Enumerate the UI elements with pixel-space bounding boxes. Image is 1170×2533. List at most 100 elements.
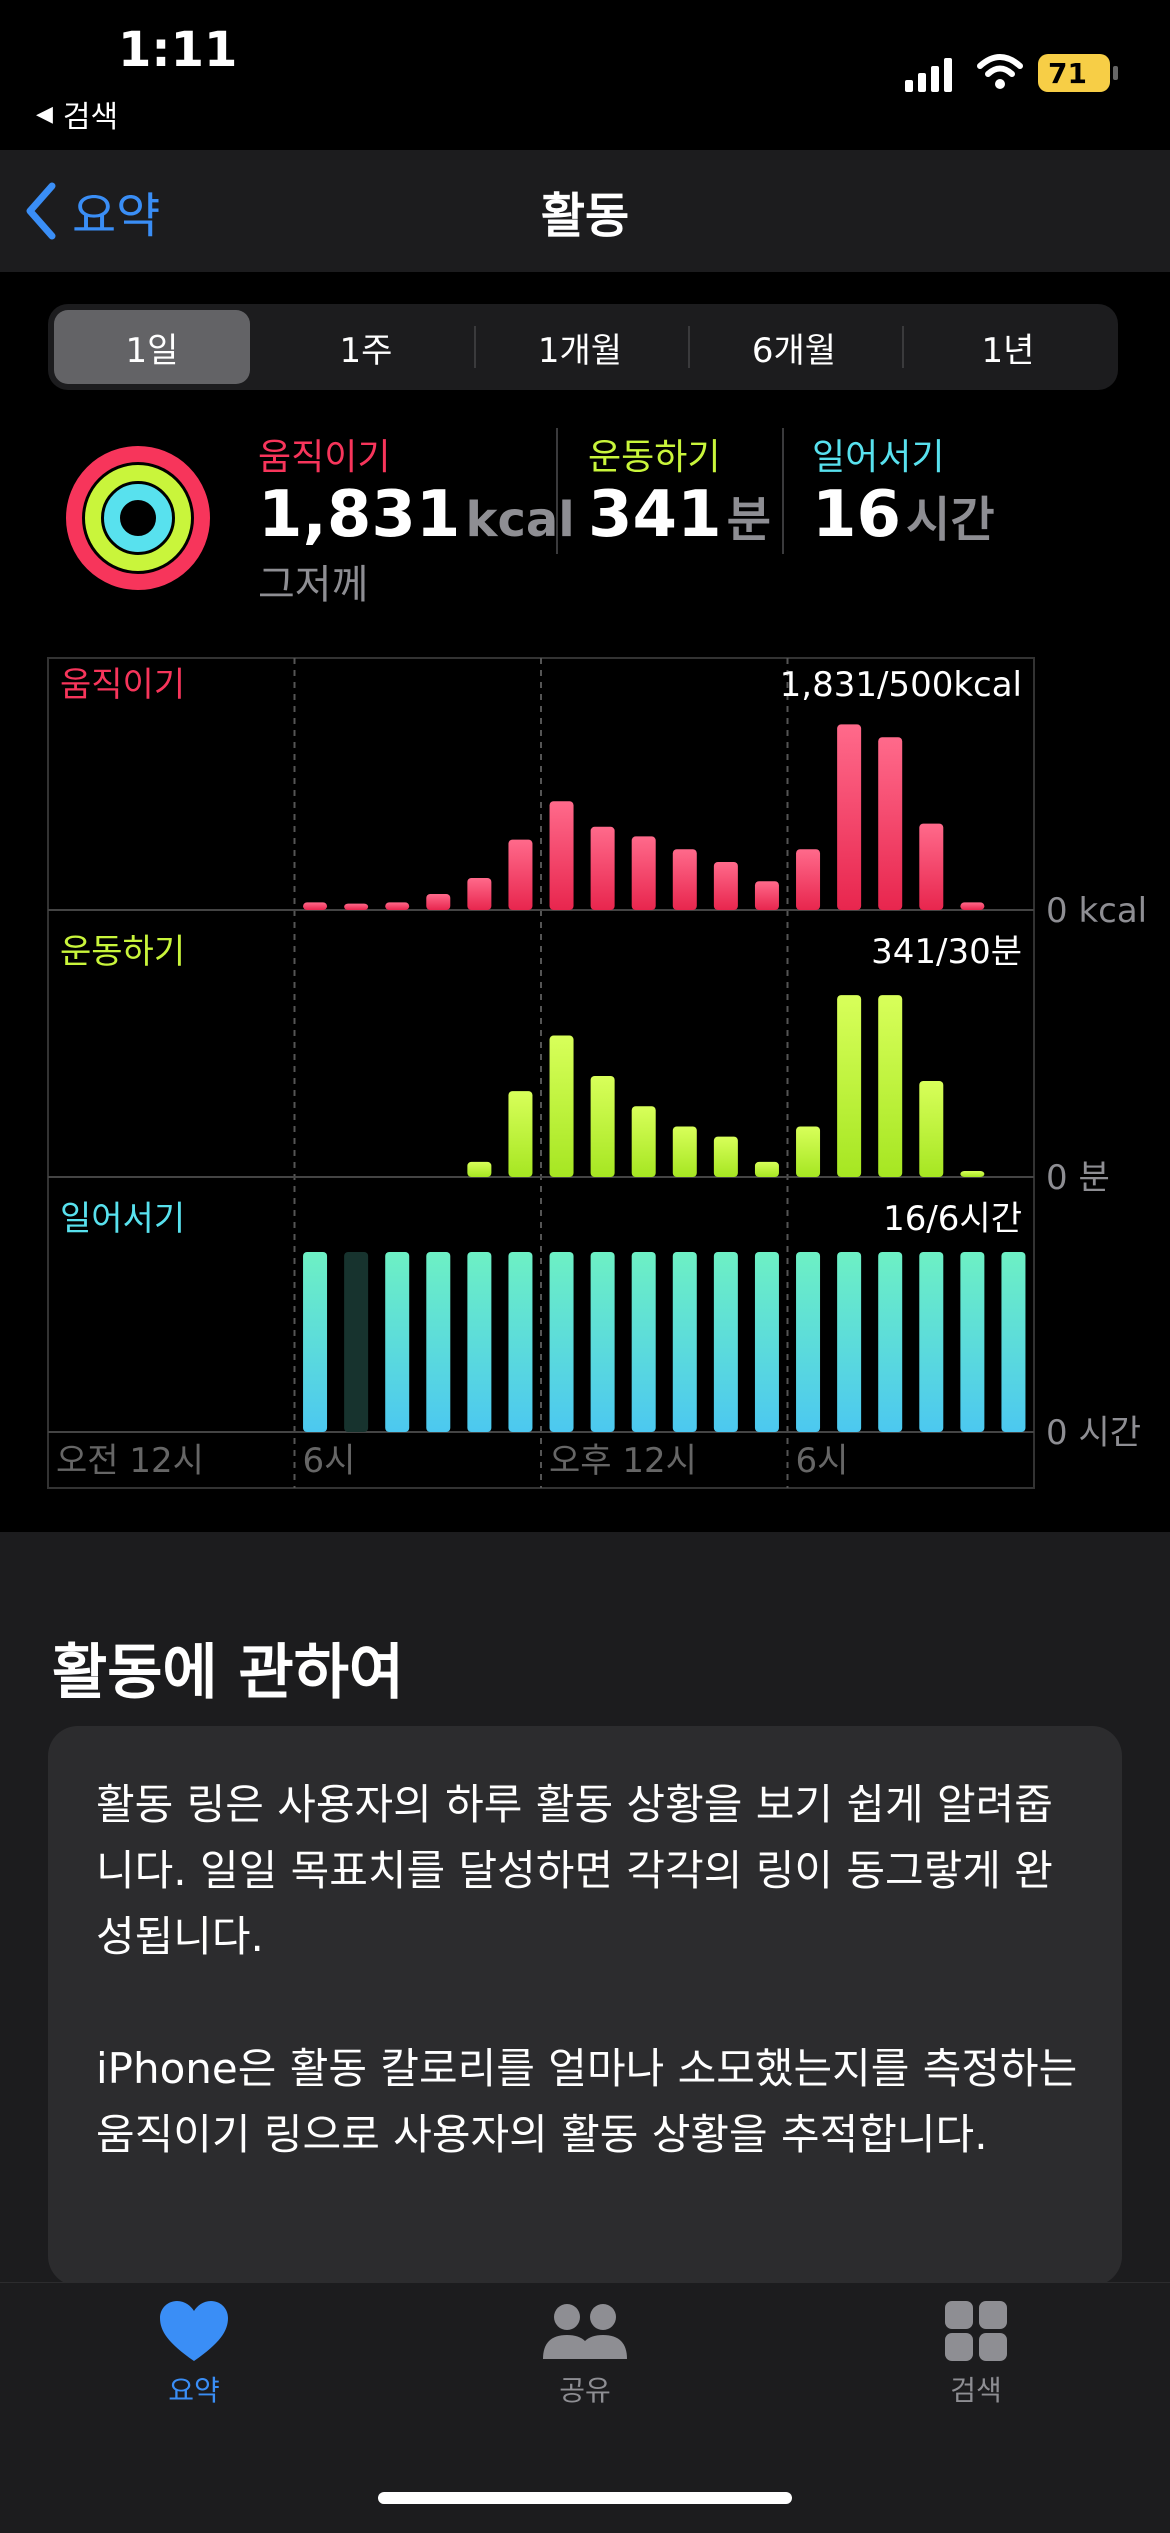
stand-bar-9 (426, 1252, 451, 1432)
exercise-bar-11 (508, 1091, 533, 1177)
stand-bar-18 (796, 1252, 821, 1432)
chart-summary-2: 16/6시간 (883, 1199, 1022, 1239)
exercise-bar-20 (878, 995, 903, 1177)
segment-1-year[interactable]: 1년 (981, 330, 1035, 371)
chart-title-1: 운동하기 (60, 932, 185, 972)
stand-label: 일어서기 (812, 437, 945, 478)
move-bar-13 (590, 826, 615, 910)
chart-baseline-label-0: 0 kcal (1046, 891, 1147, 931)
period-segmented-control: 1일 1주 1개월 6개월 1년 (48, 304, 1118, 390)
back-to-search-label: 검색 (62, 100, 119, 135)
move-bar-11 (508, 839, 533, 910)
move-bar-6 (303, 902, 328, 910)
stand-bar-21 (919, 1252, 944, 1432)
activity-rings-icon (66, 446, 210, 590)
home-indicator (378, 2492, 792, 2504)
stand-value: 16 (812, 478, 902, 552)
back-to-search-link[interactable]: ◀ 검색 (36, 92, 118, 136)
move-value: 1,831 (258, 478, 461, 552)
signal-icon (905, 58, 952, 92)
back-triangle-icon: ◀ (36, 101, 53, 127)
tab-browse[interactable]: 검색 (876, 2299, 1076, 2409)
move-bar-16 (713, 862, 738, 910)
stand-bar-13 (590, 1252, 615, 1432)
battery-icon: 71 (1038, 54, 1118, 92)
grid-icon (945, 2301, 1007, 2361)
heart-icon (160, 2301, 228, 2361)
nav-back-label: 요약 (72, 188, 161, 244)
exercise-bar-21 (919, 1081, 944, 1177)
exercise-bar-15 (672, 1126, 697, 1177)
x-tick-0: 오전 12시 (56, 1441, 204, 1481)
exercise-bar-18 (796, 1126, 821, 1177)
stand-bar-7 (344, 1252, 369, 1432)
tab-summary[interactable]: 요약 (94, 2299, 294, 2409)
stand-value-group: 16 시간 (812, 478, 994, 552)
move-unit: kcal (465, 492, 575, 548)
stand-bar-19 (837, 1252, 862, 1432)
tab-sharing[interactable]: 공유 (485, 2299, 685, 2409)
exercise-bar-19 (837, 995, 862, 1177)
tab-sharing-label: 공유 (559, 2374, 611, 2407)
nav-header (0, 150, 1170, 272)
stand-bar-22 (960, 1252, 985, 1432)
chevron-left-icon (26, 182, 56, 240)
move-bar-18 (796, 849, 821, 910)
tab-bar: 요약 공유 검색 (0, 2282, 1170, 2533)
move-bar-19 (837, 724, 862, 910)
stand-bar-6 (303, 1252, 328, 1432)
stand-bar-8 (385, 1252, 410, 1432)
move-bar-22 (960, 902, 985, 910)
move-bar-17 (754, 881, 779, 910)
chart-summary-0: 1,831/500kcal (780, 665, 1022, 705)
people-icon (543, 2304, 627, 2359)
exercise-bar-14 (631, 1106, 656, 1177)
nav-back-button[interactable]: 요약 (24, 176, 160, 246)
stand-bar-11 (508, 1252, 533, 1432)
stand-bar-15 (672, 1252, 697, 1432)
x-tick-2: 오후 12시 (549, 1441, 697, 1481)
stand-bar-10 (467, 1252, 492, 1432)
exercise-unit: 분 (726, 492, 771, 548)
segment-1-week[interactable]: 1주 (339, 330, 393, 371)
tab-browse-label: 검색 (950, 2374, 1002, 2407)
x-tick-1: 6시 (303, 1441, 356, 1481)
move-bar-21 (919, 823, 944, 910)
chart-summary-1: 341/30분 (871, 932, 1022, 972)
about-paragraph-1: 활동 링은 사용자의 하루 활동 상황을 보기 쉽게 알려줍니다. 일일 목표치… (96, 1780, 1053, 1961)
move-bar-15 (672, 849, 697, 910)
move-bar-9 (426, 894, 451, 910)
chart-baseline-label-2: 0 시간 (1046, 1413, 1141, 1453)
segment-6-months[interactable]: 6개월 (751, 330, 837, 371)
battery-level: 71 (1048, 56, 1087, 90)
move-bar-8 (385, 902, 410, 910)
tab-summary-label: 요약 (168, 2374, 220, 2407)
exercise-value-group: 341 분 (588, 478, 771, 552)
activity-chart: 움직이기 1,831/500kcal 0 kcal 운동하기 341/30분 0 분일어서… (47, 657, 1147, 1489)
x-tick-3: 6시 (796, 1441, 849, 1481)
chart-baseline-label-1: 0 분 (1046, 1158, 1110, 1198)
move-bar-7 (344, 903, 369, 910)
move-bar-20 (878, 737, 903, 910)
exercise-bar-16 (713, 1136, 738, 1177)
chart-title-2: 일어서기 (60, 1199, 185, 1239)
stand-bar-17 (754, 1252, 779, 1432)
stand-bar-23 (1001, 1252, 1026, 1432)
about-paragraph-2: iPhone은 활동 칼로리를 얼마나 소모했는지를 측정하는 움직이기 링으로… (96, 2044, 1078, 2159)
exercise-label: 운동하기 (588, 437, 721, 478)
move-bar-10 (467, 878, 492, 910)
stand-bar-12 (549, 1252, 574, 1432)
date-label: 그저께 (258, 562, 369, 608)
chart-title-0: 움직이기 (60, 665, 185, 705)
move-value-group: 1,831 kcal (258, 478, 575, 552)
stand-unit: 시간 (906, 492, 995, 548)
exercise-bar-17 (754, 1161, 779, 1177)
segment-1-month[interactable]: 1개월 (537, 330, 623, 371)
wifi-icon (977, 54, 1023, 89)
stand-bar-14 (631, 1252, 656, 1432)
segment-1-day[interactable]: 1일 (54, 310, 250, 384)
move-bar-12 (549, 801, 574, 910)
exercise-bar-22 (960, 1171, 985, 1177)
about-title: 활동에 관하여 (52, 1638, 405, 1708)
exercise-bar-13 (590, 1075, 615, 1177)
